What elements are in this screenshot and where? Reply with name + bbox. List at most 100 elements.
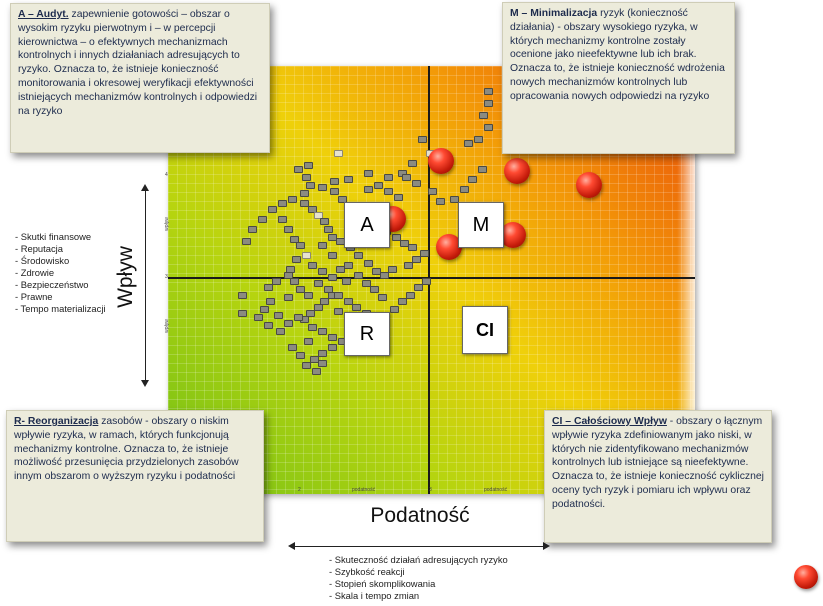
risk-point [436, 198, 445, 205]
risk-point [308, 324, 317, 331]
risk-point [304, 338, 313, 345]
risk-point [324, 226, 333, 233]
risk-point [338, 196, 347, 203]
arrow-down-icon [141, 380, 149, 387]
risk-point [318, 242, 327, 249]
x-factor-item: - Szybkość reakcji [329, 566, 405, 577]
x-tick-name: podatność [352, 487, 376, 493]
risk-point [284, 226, 293, 233]
x-factor-list: - Skuteczność działań adresujących ryzyk… [329, 554, 559, 602]
high-risk-marker [428, 148, 454, 174]
risk-point [408, 160, 417, 167]
callout-minimization: M – Minimalizacja ryzyk (konieczność dzi… [502, 2, 735, 154]
risk-point [302, 252, 311, 259]
risk-point [294, 314, 303, 321]
risk-point [460, 186, 469, 193]
risk-point [390, 306, 399, 313]
y-factor-item: - Bezpieczeństwo [15, 279, 89, 290]
risk-point [288, 196, 297, 203]
risk-point [296, 352, 305, 359]
risk-point [268, 206, 277, 213]
risk-point [352, 304, 361, 311]
risk-point [294, 166, 303, 173]
risk-point [412, 256, 421, 263]
risk-point [344, 176, 353, 183]
callout-audit-title: A – Audyt. [18, 9, 69, 20]
y-factor-list: - Skutki finansowe - Reputacja - Środowisk… [15, 231, 130, 315]
high-risk-marker [504, 158, 530, 184]
y-tick-name: wpływ [163, 319, 170, 333]
risk-point [342, 278, 351, 285]
risk-point [278, 216, 287, 223]
callout-total-impact-title: CI – Całościowy Wpływ [552, 416, 667, 427]
x-tick-label: 3 [429, 487, 432, 493]
y-axis-arrow-line [145, 190, 146, 382]
risk-point [420, 250, 429, 257]
risk-point [314, 212, 323, 219]
risk-point [414, 284, 423, 291]
risk-point [384, 188, 393, 195]
risk-point [364, 260, 373, 267]
risk-point [266, 298, 275, 305]
risk-point [344, 298, 353, 305]
risk-point [428, 188, 437, 195]
quadrant-a-label: A [344, 202, 390, 248]
callout-reorganization: R- Reorganizacja zasobów - obszary o nis… [6, 410, 264, 542]
risk-point [378, 294, 387, 301]
risk-point [330, 178, 339, 185]
risk-point [324, 286, 333, 293]
arrow-right-icon [543, 542, 550, 550]
risk-point [302, 362, 311, 369]
risk-point [354, 252, 363, 259]
risk-point [314, 304, 323, 311]
risk-point [404, 262, 413, 269]
risk-point [406, 292, 415, 299]
risk-point [292, 256, 301, 263]
risk-point [418, 136, 427, 143]
risk-point [328, 234, 337, 241]
risk-point [308, 206, 317, 213]
risk-point [364, 170, 373, 177]
risk-point [484, 88, 493, 95]
y-factor-item: - Skutki finansowe [15, 231, 92, 242]
risk-point [478, 166, 487, 173]
risk-point [304, 162, 313, 169]
horizontal-divider [168, 277, 695, 279]
quadrant-r-label: R [344, 312, 390, 356]
risk-point [484, 124, 493, 131]
y-factor-item: - Reputacja [15, 243, 63, 254]
risk-point [388, 266, 397, 273]
y-factor-item: - Tempo materializacji [15, 303, 106, 314]
callout-audit-text: zapewnienie gotowości – obszar o wysokim… [18, 9, 258, 117]
risk-point [272, 278, 281, 285]
risk-point [308, 262, 317, 269]
risk-point [330, 188, 339, 195]
risk-point [464, 140, 473, 147]
risk-point [264, 284, 273, 291]
risk-point [400, 240, 409, 247]
matrix-edge-fade [677, 66, 695, 494]
risk-point [380, 272, 389, 279]
callout-reorganization-text: zasobów - obszary o niskim wpływie ryzyk… [14, 416, 239, 483]
risk-point [310, 356, 319, 363]
y-factor-item: - Zdrowie [15, 267, 55, 278]
risk-point [328, 274, 337, 281]
y-factor-item: - Środowisko [15, 255, 70, 266]
risk-point [300, 190, 309, 197]
risk-point [320, 298, 329, 305]
y-tick-label: 4 [165, 172, 168, 178]
risk-point [328, 252, 337, 259]
risk-point [384, 174, 393, 181]
risk-point [278, 200, 287, 207]
risk-point [254, 314, 263, 321]
risk-point [290, 236, 299, 243]
risk-point [296, 242, 305, 249]
risk-point [248, 226, 257, 233]
risk-point [318, 184, 327, 191]
risk-point [450, 196, 459, 203]
x-factor-item: - Skala i tempo zmian [329, 590, 420, 601]
risk-point [362, 280, 371, 287]
callout-minimization-text: ryzyk (konieczność działania) - obszary … [510, 8, 725, 102]
risk-point [354, 272, 363, 279]
risk-point [258, 216, 267, 223]
